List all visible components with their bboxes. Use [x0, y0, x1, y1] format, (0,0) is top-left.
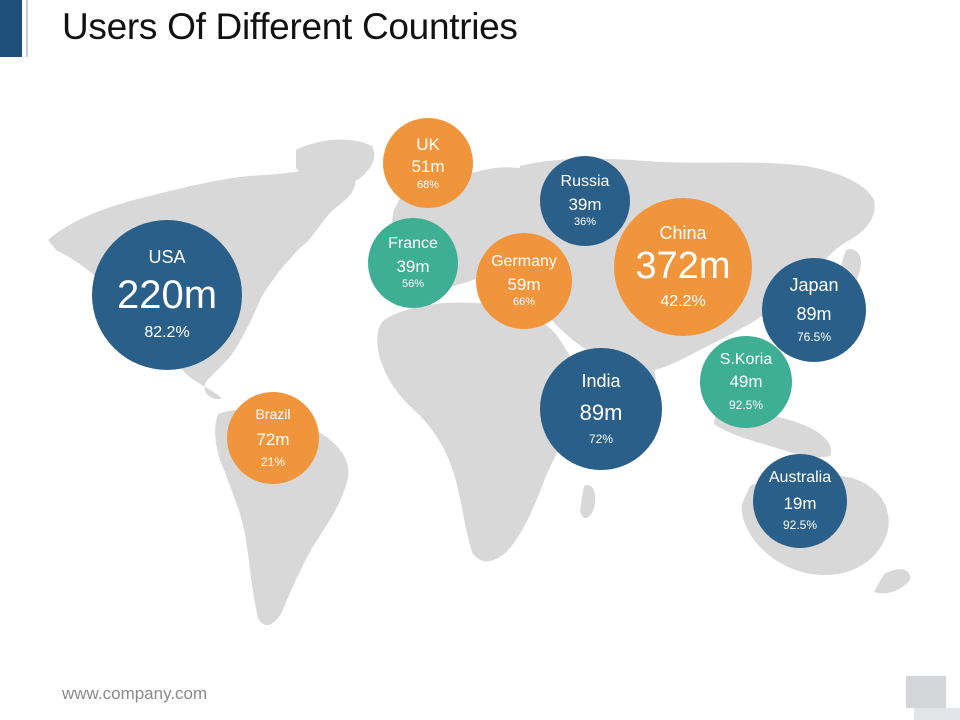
country-name: UK — [416, 134, 440, 154]
country-users: 72m — [256, 430, 290, 450]
map-new-zealand — [874, 569, 911, 594]
title-accent-line — [26, 0, 28, 57]
country-name: Japan — [789, 275, 839, 296]
country-users: 220m — [116, 273, 218, 318]
country-share: 56% — [401, 278, 425, 291]
country-bubble-usa: USA 220m 82.2% — [92, 220, 242, 370]
country-users: 39m — [568, 194, 602, 214]
slide-title: Users Of Different Countries — [62, 6, 518, 47]
country-users: 51m — [411, 157, 445, 177]
country-share: 92.5% — [728, 398, 764, 413]
country-users: 59m — [507, 274, 541, 294]
country-name: Australia — [768, 469, 832, 487]
title-accent-bar — [0, 0, 22, 57]
country-name: Germany — [491, 253, 557, 271]
country-share: 42.2% — [660, 292, 706, 310]
country-users: 19m — [783, 493, 817, 513]
country-bubble-skoria: S.Koria 49m 92.5% — [700, 336, 792, 428]
country-bubble-japan: Japan 89m 76.5% — [762, 258, 866, 362]
country-bubble-india: India 89m 72% — [540, 348, 662, 470]
country-share: 76.5% — [796, 329, 832, 344]
map-greenland — [296, 139, 375, 187]
country-name: France — [388, 235, 438, 253]
country-bubble-germany: Germany 59m 66% — [476, 233, 572, 329]
country-name: China — [659, 222, 707, 243]
country-bubble-brazil: Brazil 72m 21% — [227, 392, 319, 484]
country-name: Brazil — [255, 406, 291, 423]
country-users: 49m — [729, 371, 763, 391]
country-bubble-australia: Australia 19m 92.5% — [753, 454, 847, 548]
country-share: 36% — [573, 216, 597, 229]
corner-decoration — [906, 676, 946, 708]
country-bubble-uk: UK 51m 68% — [383, 118, 473, 208]
country-users: 89m — [796, 304, 832, 325]
map-madagascar — [580, 485, 596, 519]
country-share: 68% — [416, 178, 440, 191]
country-bubble-china: China 372m 42.2% — [614, 198, 752, 336]
footer-website: www.company.com — [62, 684, 208, 703]
corner-decoration-lower — [914, 708, 960, 720]
country-share: 82.2% — [144, 324, 190, 342]
map-africa — [377, 302, 582, 562]
country-users: 39m — [396, 256, 430, 276]
country-bubble-russia: Russia 39m 36% — [540, 156, 630, 246]
country-share: 21% — [260, 454, 286, 469]
country-name: Russia — [560, 173, 610, 191]
country-name: S.Koria — [719, 351, 773, 369]
country-share: 92.5% — [782, 518, 818, 533]
country-name: USA — [148, 247, 186, 268]
country-users: 372m — [635, 245, 731, 288]
country-users: 89m — [579, 399, 623, 425]
country-bubble-france: France 39m 56% — [368, 218, 458, 308]
country-share: 66% — [512, 296, 536, 309]
country-name: India — [581, 371, 621, 392]
country-share: 72% — [588, 432, 614, 447]
